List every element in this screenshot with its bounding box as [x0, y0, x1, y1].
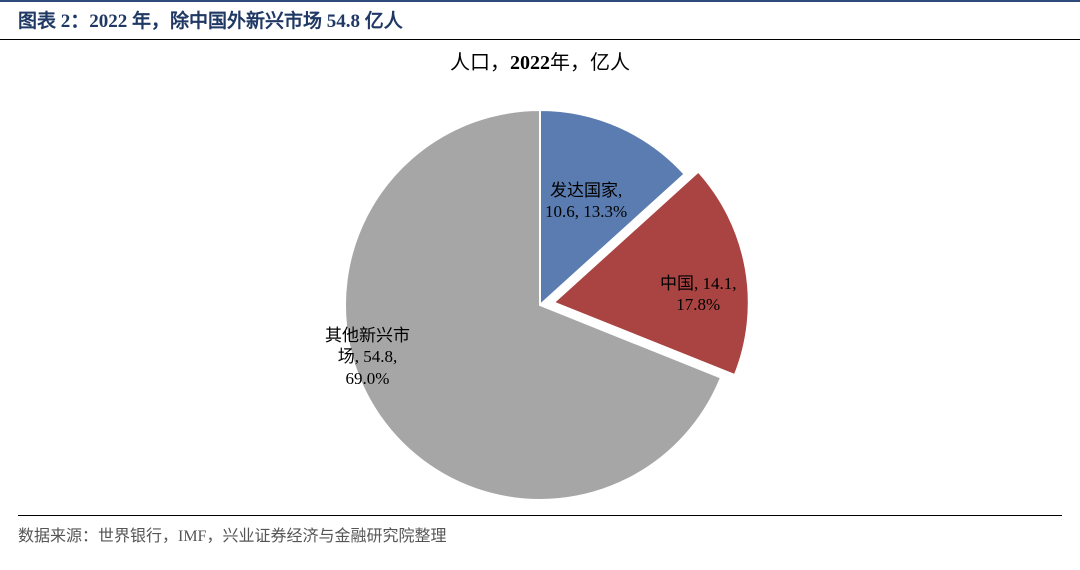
figure-header-text: 图表 2：2022 年，除中国外新兴市场 54.8 亿人 — [18, 11, 403, 32]
pie-chart: 发达国家, 10.6, 13.3% 中国, 14.1, 17.8% 其他新兴市 场,… — [0, 75, 1080, 515]
footer-separator — [18, 515, 1062, 516]
slice-label-0: 发达国家, 10.6, 13.3% — [545, 180, 627, 223]
chart-title-year: 2022 — [510, 52, 550, 74]
pie-svg — [0, 75, 1080, 515]
figure-header: 图表 2：2022 年，除中国外新兴市场 54.8 亿人 — [0, 0, 1080, 40]
chart-title: 人口，2022年，亿人 — [0, 46, 1080, 75]
chart-title-prefix: 人口， — [450, 52, 510, 74]
source-text: 数据来源：世界银行，IMF，兴业证券经济与金融研究院整理 — [18, 528, 446, 545]
source-line: 数据来源：世界银行，IMF，兴业证券经济与金融研究院整理 — [0, 520, 1080, 546]
chart-title-suffix: 年，亿人 — [550, 52, 630, 74]
slice-label-2: 其他新兴市 场, 54.8, 69.0% — [325, 325, 410, 389]
slice-label-1: 中国, 14.1, 17.8% — [660, 273, 737, 316]
